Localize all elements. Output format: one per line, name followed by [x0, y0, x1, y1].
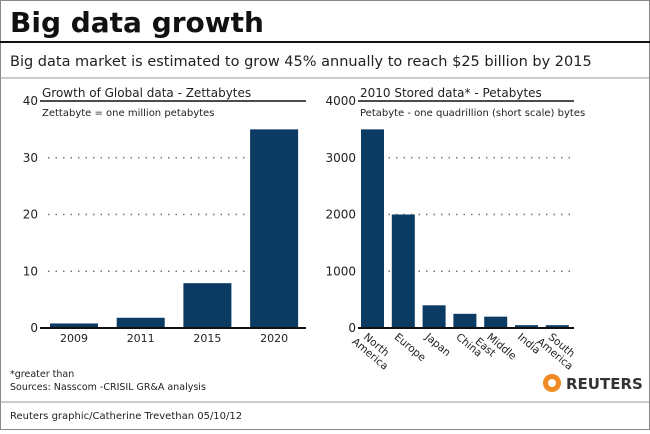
bar: [545, 325, 569, 328]
bar: [250, 129, 299, 328]
y-tick-label: 40: [23, 94, 38, 108]
x-tick-label: 2020: [260, 332, 288, 345]
x-tick-label: 2011: [127, 332, 155, 345]
y-tick-label: 4000: [325, 94, 356, 108]
chart-title: 2010 Stored data* - Petabytes: [360, 86, 542, 100]
bar: [453, 313, 477, 328]
bar: [484, 316, 508, 328]
y-tick-label: 3000: [325, 151, 356, 165]
y-tick-label: 30: [23, 151, 38, 165]
bar: [515, 325, 538, 328]
subtitle: Big data market is estimated to grow 45%…: [10, 54, 592, 70]
sources: Sources: Nasscom -CRISIL GR&A analysis: [10, 382, 206, 393]
bar: [391, 214, 415, 328]
bar: [422, 305, 446, 328]
credit: Reuters graphic/Catherine Trevethan 05/1…: [10, 411, 242, 422]
x-tick-label: 2015: [193, 332, 221, 345]
y-tick-label: 20: [23, 208, 38, 222]
bar: [183, 283, 232, 328]
chart-title: Growth of Global data - Zettabytes: [42, 86, 251, 100]
bar: [116, 317, 165, 328]
footnote: *greater than: [10, 369, 74, 380]
x-tick-label: 2009: [60, 332, 88, 345]
zettabytes-chart: Growth of Global data - Zettabytes Zetta…: [23, 86, 306, 345]
bar: [50, 323, 98, 328]
main-title: Big data growth: [10, 6, 264, 39]
y-tick-label: 2000: [325, 208, 356, 222]
reuters-logo: REUTERS: [543, 374, 643, 393]
reuters-wordmark: REUTERS: [566, 375, 643, 393]
y-tick-label: 10: [23, 264, 38, 278]
y-tick-label: 0: [30, 321, 38, 335]
y-tick-label: 1000: [325, 264, 356, 278]
bar: [361, 129, 384, 328]
y-tick-label: 0: [348, 321, 356, 335]
chart-subtitle: Zettabyte = one million petabytes: [42, 108, 214, 119]
chart-subtitle: Petabyte - one quadrillion (short scale)…: [360, 108, 585, 119]
